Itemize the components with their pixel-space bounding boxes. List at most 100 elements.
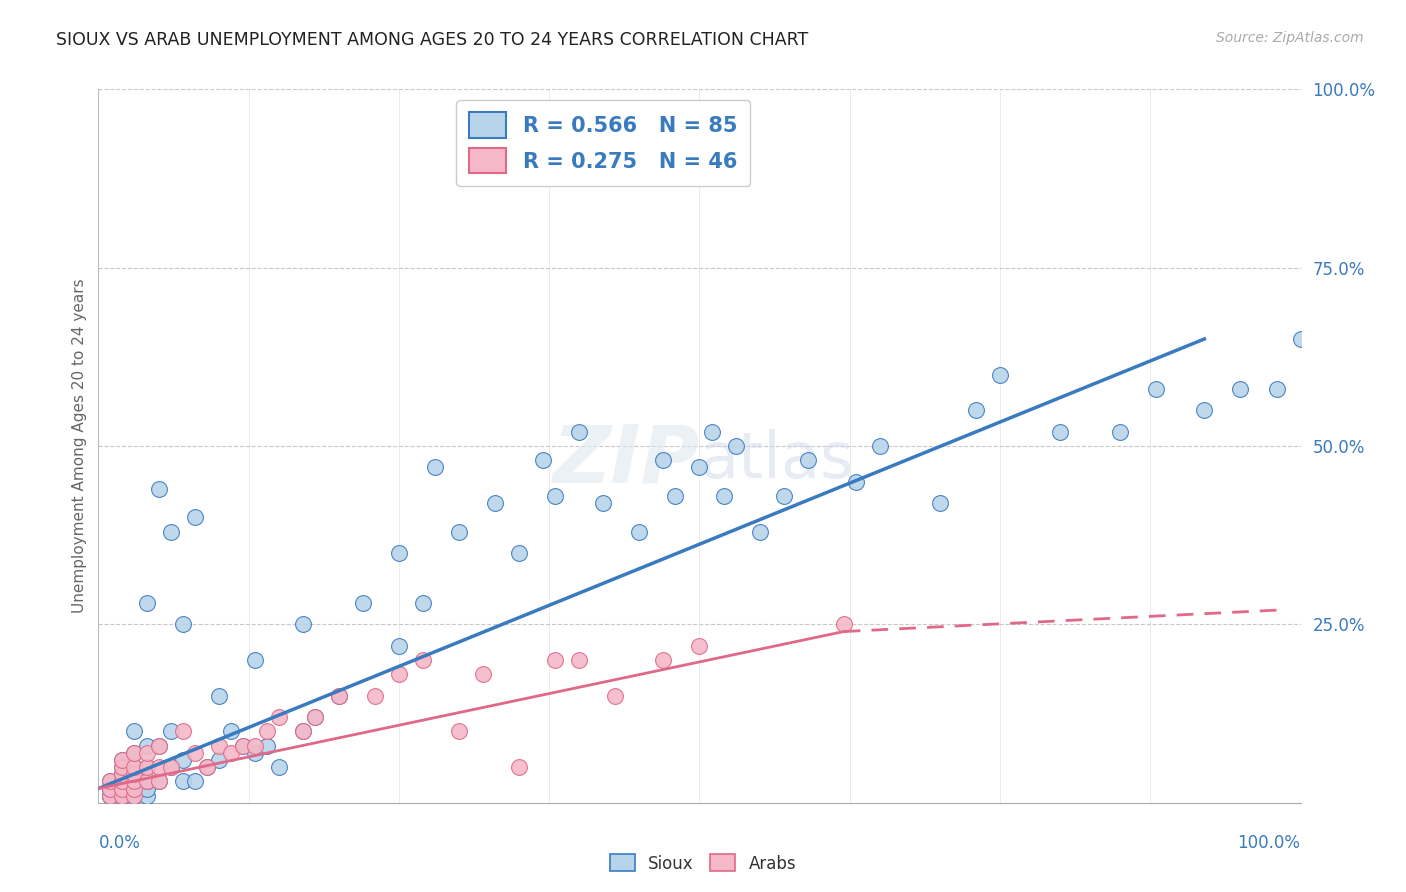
- Point: [183, 510, 205, 524]
- Point: [135, 739, 157, 753]
- Point: [304, 710, 326, 724]
- Point: [291, 724, 314, 739]
- Point: [1289, 332, 1312, 346]
- Point: [111, 767, 134, 781]
- Point: [135, 781, 157, 796]
- Point: [388, 546, 411, 560]
- Point: [869, 439, 891, 453]
- Text: 0.0%: 0.0%: [98, 834, 141, 852]
- Point: [135, 746, 157, 760]
- Point: [568, 653, 591, 667]
- Point: [1229, 382, 1251, 396]
- Point: [243, 746, 266, 760]
- Point: [796, 453, 818, 467]
- Point: [100, 774, 122, 789]
- Point: [100, 781, 122, 796]
- Point: [664, 489, 686, 503]
- Point: [508, 760, 530, 774]
- Point: [988, 368, 1011, 382]
- Point: [1265, 382, 1288, 396]
- Point: [111, 789, 134, 803]
- Point: [148, 774, 170, 789]
- Point: [447, 724, 470, 739]
- Point: [135, 774, 157, 789]
- Point: [124, 724, 146, 739]
- Point: [111, 753, 134, 767]
- Point: [328, 689, 350, 703]
- Text: Source: ZipAtlas.com: Source: ZipAtlas.com: [1216, 31, 1364, 45]
- Point: [267, 760, 290, 774]
- Point: [111, 781, 134, 796]
- Point: [124, 781, 146, 796]
- Point: [208, 753, 231, 767]
- Point: [124, 781, 146, 796]
- Point: [544, 489, 567, 503]
- Point: [111, 760, 134, 774]
- Point: [1109, 425, 1132, 439]
- Point: [124, 767, 146, 781]
- Point: [124, 746, 146, 760]
- Point: [111, 774, 134, 789]
- Point: [652, 453, 675, 467]
- Point: [172, 774, 194, 789]
- Point: [111, 774, 134, 789]
- Point: [243, 739, 266, 753]
- Point: [208, 739, 231, 753]
- Point: [412, 653, 434, 667]
- Point: [135, 760, 157, 774]
- Point: [100, 789, 122, 803]
- Point: [256, 724, 278, 739]
- Point: [124, 774, 146, 789]
- Point: [472, 667, 495, 681]
- Point: [124, 789, 146, 803]
- Point: [100, 789, 122, 803]
- Point: [219, 724, 242, 739]
- Point: [352, 596, 374, 610]
- Point: [159, 524, 181, 539]
- Text: atlas: atlas: [699, 429, 853, 491]
- Point: [159, 724, 181, 739]
- Point: [148, 482, 170, 496]
- Point: [124, 760, 146, 774]
- Point: [232, 739, 254, 753]
- Point: [111, 781, 134, 796]
- Point: [928, 496, 950, 510]
- Point: [172, 753, 194, 767]
- Point: [111, 774, 134, 789]
- Point: [100, 781, 122, 796]
- Point: [628, 524, 651, 539]
- Point: [388, 667, 411, 681]
- Point: [748, 524, 770, 539]
- Point: [291, 617, 314, 632]
- Point: [148, 760, 170, 774]
- Text: 100.0%: 100.0%: [1237, 834, 1301, 852]
- Point: [832, 617, 855, 632]
- Point: [700, 425, 723, 439]
- Point: [508, 546, 530, 560]
- Legend: R = 0.566   N = 85, R = 0.275   N = 46: R = 0.566 N = 85, R = 0.275 N = 46: [457, 100, 751, 186]
- Point: [124, 746, 146, 760]
- Y-axis label: Unemployment Among Ages 20 to 24 years: Unemployment Among Ages 20 to 24 years: [72, 278, 87, 614]
- Point: [544, 653, 567, 667]
- Point: [845, 475, 868, 489]
- Point: [724, 439, 747, 453]
- Text: ZIP: ZIP: [553, 421, 699, 500]
- Point: [688, 460, 710, 475]
- Text: SIOUX VS ARAB UNEMPLOYMENT AMONG AGES 20 TO 24 YEARS CORRELATION CHART: SIOUX VS ARAB UNEMPLOYMENT AMONG AGES 20…: [56, 31, 808, 49]
- Point: [183, 774, 205, 789]
- Point: [965, 403, 987, 417]
- Point: [304, 710, 326, 724]
- Point: [172, 724, 194, 739]
- Point: [568, 425, 591, 439]
- Point: [159, 760, 181, 774]
- Point: [111, 781, 134, 796]
- Legend: Sioux, Arabs: Sioux, Arabs: [603, 847, 803, 880]
- Point: [1049, 425, 1071, 439]
- Point: [195, 760, 218, 774]
- Point: [208, 689, 231, 703]
- Point: [412, 596, 434, 610]
- Point: [111, 767, 134, 781]
- Point: [1144, 382, 1167, 396]
- Point: [219, 746, 242, 760]
- Point: [232, 739, 254, 753]
